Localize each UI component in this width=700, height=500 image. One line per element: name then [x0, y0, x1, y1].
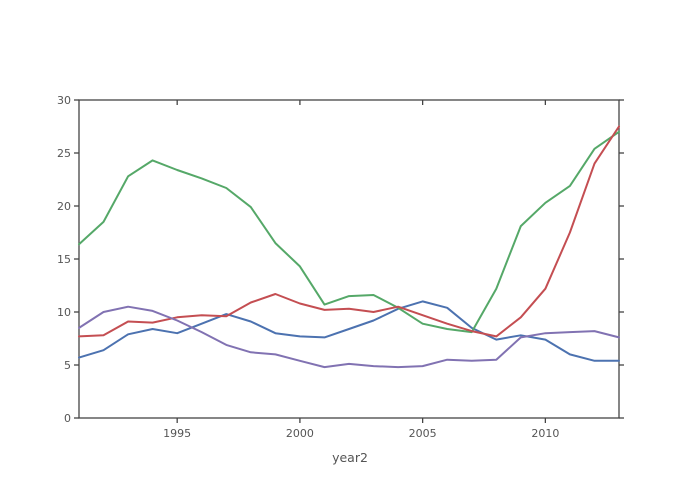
y-tick-label: 20 — [57, 200, 71, 213]
x-tick-label: 2005 — [409, 427, 437, 440]
y-tick-label: 5 — [64, 359, 71, 372]
y-tick-label: 15 — [57, 253, 71, 266]
x-tick-label: 2010 — [531, 427, 559, 440]
series-green-line — [78, 130, 620, 334]
y-tick-label: 0 — [64, 412, 71, 425]
x-axis-title: year2 — [332, 450, 368, 465]
series-purple-line — [78, 305, 620, 369]
series-red-line — [78, 125, 620, 338]
plot-frame — [78, 99, 620, 419]
series-blue-line — [78, 300, 620, 362]
x-tick-label: 1995 — [163, 427, 191, 440]
y-tick-label: 25 — [57, 147, 71, 160]
y-tick-label: 10 — [57, 306, 71, 319]
y-tick-label: 30 — [57, 94, 71, 107]
x-tick-label: 2000 — [286, 427, 314, 440]
